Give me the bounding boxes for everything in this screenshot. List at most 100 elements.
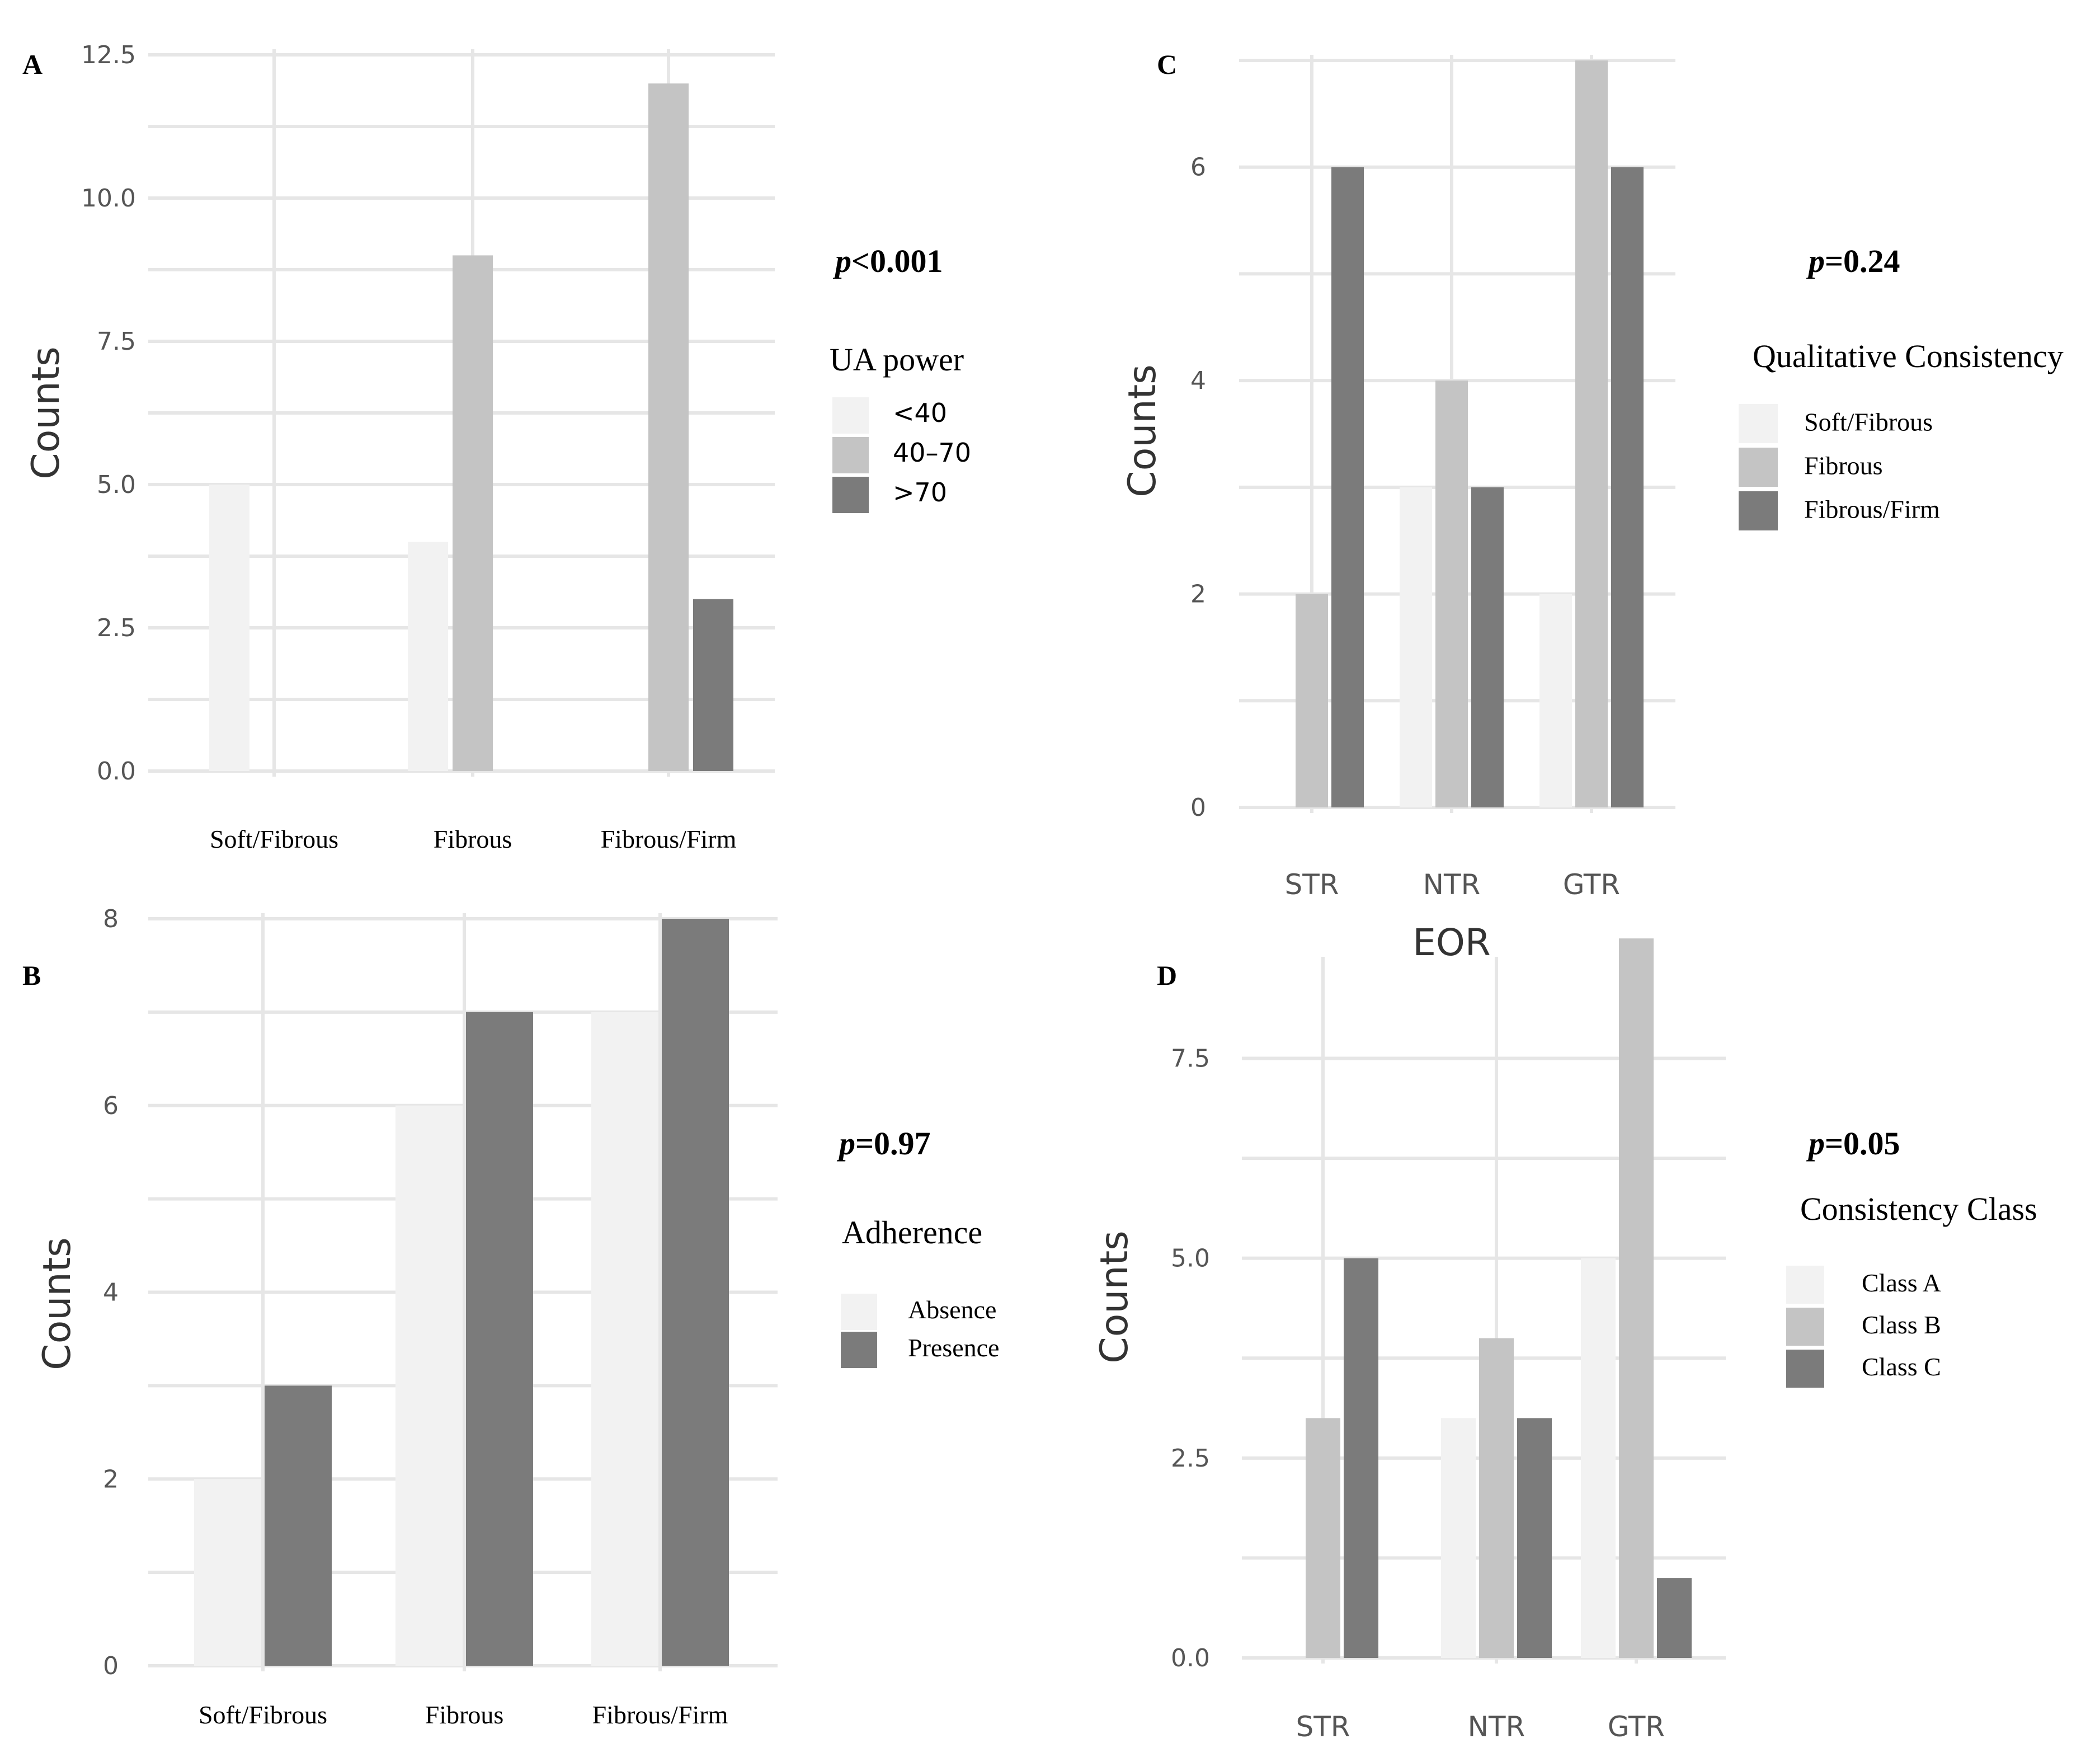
panel-label: B	[22, 960, 41, 991]
legend-label: Fibrous/Firm	[1804, 495, 1940, 524]
p-value-prefix: p	[1806, 1125, 1825, 1162]
y-tick-label: 7.5	[1171, 1044, 1210, 1073]
p-value-prefix: p	[836, 1125, 855, 1162]
panel-b: B 0 2 4 6 8 Counts Soft/Fibrous Fibrous Fibrous/F…	[22, 905, 999, 1729]
y-tick-label: 4	[1190, 367, 1206, 395]
y-tick-label: 2	[103, 1465, 119, 1493]
x-tick-label: Fibrous	[425, 1700, 504, 1729]
p-value: p=0.97	[836, 1125, 931, 1162]
bar	[1619, 938, 1654, 1658]
bar	[662, 919, 729, 1666]
bar	[265, 1385, 332, 1666]
legend-title: Consistency Class	[1800, 1191, 2037, 1227]
legend-swatch	[841, 1332, 877, 1368]
legend-swatch	[832, 397, 869, 434]
bar	[1471, 487, 1504, 807]
p-value: p=0.05	[1806, 1125, 1900, 1162]
legend: Consistency Class Class A Class B Class C	[1786, 1191, 2037, 1388]
legend-label: <40	[893, 398, 947, 428]
panel-c: C 0 2 4 6 Counts STR NTR GTR EOR p=0.24 Qualitative…	[1120, 49, 2064, 964]
legend-label: Class B	[1862, 1310, 1941, 1339]
y-axis-label: Counts	[35, 1237, 79, 1370]
y-tick-label: 8	[103, 905, 119, 933]
p-value-text: <0.001	[851, 243, 943, 279]
y-tick-label: 7.5	[97, 327, 136, 356]
bar	[693, 599, 733, 771]
panel-label: C	[1157, 49, 1177, 80]
y-tick-label: 2.5	[1171, 1444, 1210, 1473]
bar	[1539, 594, 1572, 807]
bar	[1435, 380, 1468, 807]
y-axis-label: Counts	[24, 346, 68, 479]
legend-swatch	[1786, 1308, 1824, 1346]
x-axis-label: EOR	[1412, 921, 1491, 964]
bar	[466, 1012, 533, 1666]
x-tick-label: STR	[1284, 868, 1339, 901]
bar	[1575, 60, 1608, 807]
bar	[395, 1105, 463, 1666]
bar	[1441, 1418, 1476, 1658]
bar	[1517, 1418, 1552, 1658]
bar	[591, 1012, 658, 1666]
legend-swatch	[1739, 404, 1778, 443]
bar	[1344, 1258, 1378, 1658]
legend-label: >70	[893, 477, 947, 508]
y-axis-label: Counts	[1093, 1230, 1137, 1363]
bar	[1296, 594, 1328, 807]
legend-title: UA power	[830, 341, 964, 378]
legend: UA power <40 40–70 >70	[830, 341, 971, 513]
series-2	[1296, 60, 1608, 807]
series-3	[1344, 1258, 1692, 1658]
series-3	[693, 599, 733, 771]
bar	[1581, 1258, 1616, 1658]
y-tick-label: 5.0	[97, 471, 136, 499]
y-tick-label: 0	[103, 1652, 119, 1680]
legend-swatch	[1739, 448, 1778, 487]
legend-label: Class A	[1862, 1268, 1941, 1297]
bar	[1657, 1578, 1692, 1658]
x-tick-label: STR	[1296, 1711, 1350, 1743]
y-axis-label: Counts	[1120, 364, 1165, 497]
legend: Adherence Absence Presence	[841, 1214, 999, 1368]
x-tick-label: Soft/Fibrous	[199, 1700, 327, 1729]
y-tick-label: 6	[1190, 153, 1206, 182]
y-tick-label: 5.0	[1171, 1244, 1210, 1273]
y-tick-label: 6	[103, 1092, 119, 1120]
panel-label: A	[22, 49, 43, 80]
bar	[648, 83, 689, 772]
x-tick-label: Fibrous/Firm	[592, 1700, 728, 1729]
bar	[408, 542, 448, 771]
legend-swatch	[1786, 1266, 1824, 1304]
x-tick-label: NTR	[1423, 868, 1481, 901]
p-value-prefix: p	[1806, 243, 1825, 279]
series-1	[194, 1012, 658, 1666]
y-tick-label: 2	[1190, 580, 1206, 609]
panel-label: D	[1157, 960, 1177, 991]
series-3	[1331, 167, 1644, 807]
legend-swatch	[841, 1294, 877, 1330]
bar	[209, 485, 249, 771]
bar	[1400, 487, 1432, 807]
legend-label: 40–70	[893, 438, 971, 468]
x-tick-label: NTR	[1468, 1711, 1525, 1743]
y-tick-label: 12.5	[81, 41, 136, 69]
p-value-text: =0.05	[1825, 1125, 1900, 1162]
legend-swatch	[1786, 1350, 1824, 1388]
x-tick-label: GTR	[1563, 868, 1620, 901]
bar	[1611, 167, 1644, 807]
legend-label: Fibrous	[1804, 452, 1883, 480]
bar	[1331, 167, 1364, 807]
p-value-text: =0.97	[855, 1125, 931, 1162]
p-value-prefix: p	[832, 243, 851, 279]
x-tick-label: GTR	[1608, 1711, 1665, 1743]
bar	[453, 255, 493, 771]
p-value: p=0.24	[1806, 243, 1900, 279]
legend-label: Absence	[908, 1295, 996, 1324]
series-1	[209, 485, 448, 771]
panel-a: A 0.0 2.5 5.0 7.5 10.0 12.5 Counts Soft/Fibrous F…	[22, 41, 971, 853]
series-1	[1441, 1258, 1616, 1658]
legend-label: Soft/Fibrous	[1804, 408, 1933, 436]
p-value-text: =0.24	[1825, 243, 1900, 279]
y-tick-label: 10.0	[81, 184, 136, 213]
y-tick-label: 2.5	[97, 614, 136, 642]
